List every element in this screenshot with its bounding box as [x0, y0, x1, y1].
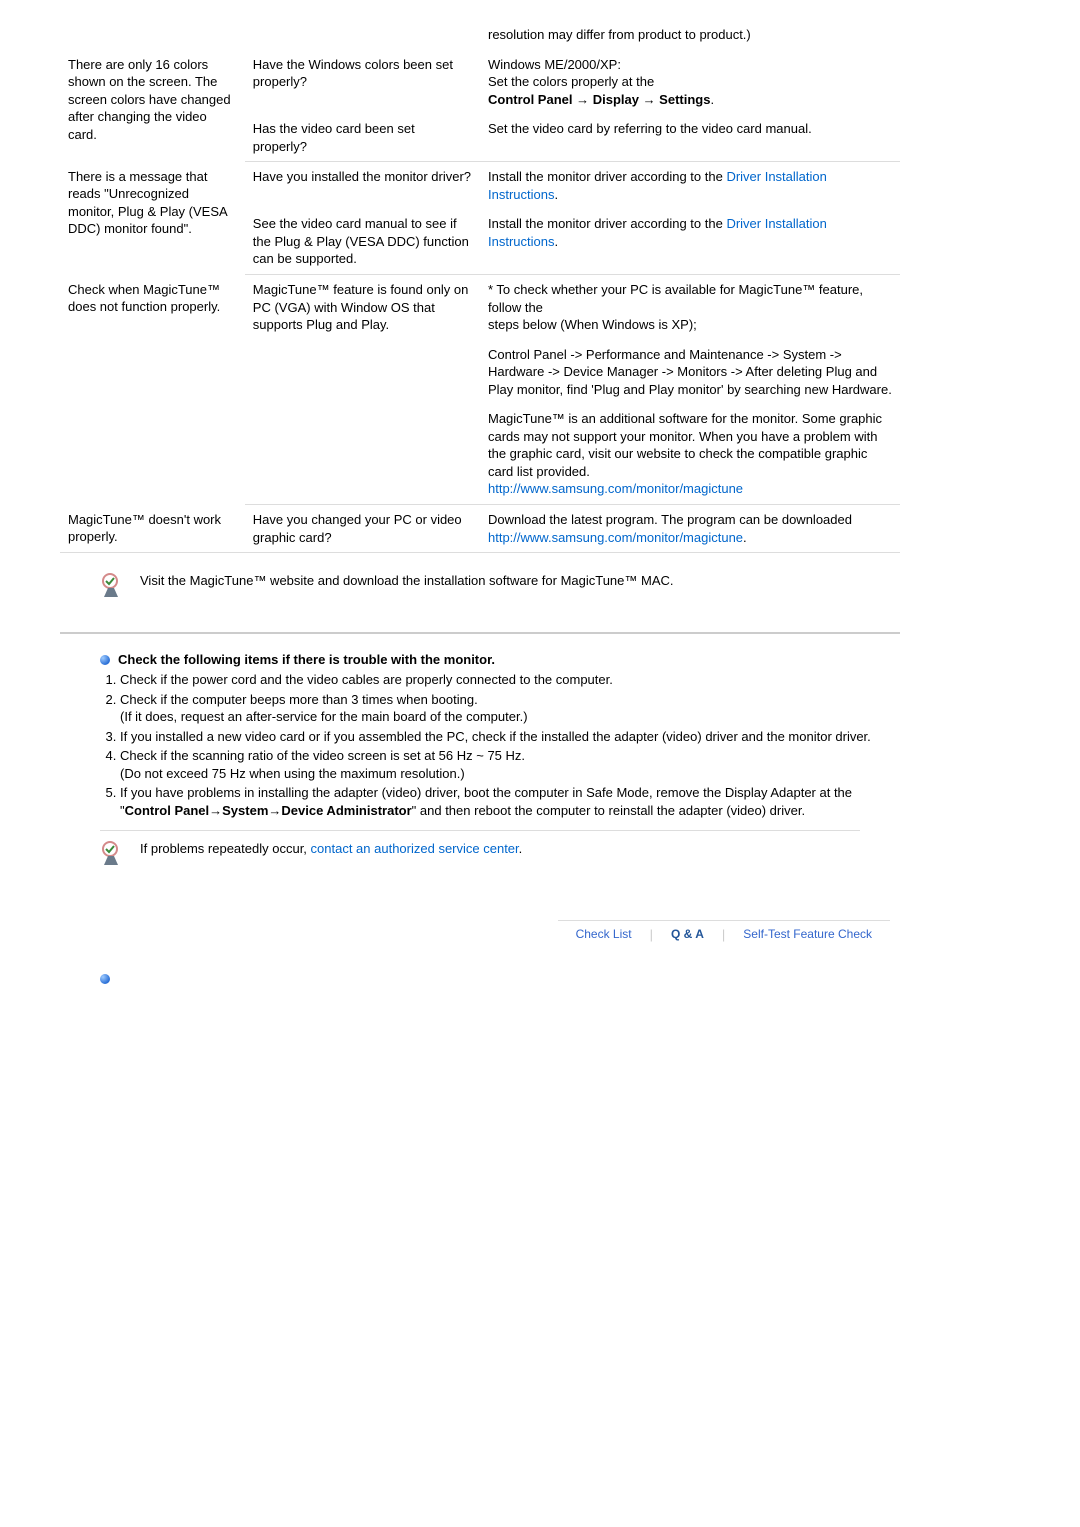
bullet-icon	[100, 655, 110, 665]
divider	[60, 632, 900, 634]
symptom-cell	[60, 20, 245, 50]
solution-cell: Windows ME/2000/XP: Set the colors prope…	[480, 50, 900, 115]
bullet-icon	[100, 974, 110, 984]
mac-note-text: Visit the MagicTune™ website and downloa…	[140, 573, 674, 588]
check-icon	[100, 841, 128, 872]
section-marker	[100, 972, 900, 987]
solution-cell: Download the latest program. The program…	[480, 505, 900, 553]
symptom-cell: There are only 16 colors shown on the sc…	[60, 50, 245, 162]
troubleshooting-table: resolution may differ from product to pr…	[60, 20, 900, 553]
tab-selftest[interactable]: Self-Test Feature Check	[725, 920, 890, 948]
check-cell: MagicTune™ feature is found only on PC (…	[245, 275, 480, 340]
solution-cell: Set the video card by referring to the v…	[480, 114, 900, 162]
solution-cell: Control Panel -> Performance and Mainten…	[480, 340, 900, 405]
check-header-text: Check the following items if there is tr…	[118, 652, 495, 667]
check-cell	[245, 404, 480, 504]
service-center-link[interactable]: contact an authorized service center	[311, 841, 519, 856]
symptom-cell: Check when MagicTune™ does not function …	[60, 275, 245, 505]
check-cell	[245, 340, 480, 405]
list-item: If you have problems in installing the a…	[120, 784, 900, 819]
list-item: If you installed a new video card or if …	[120, 728, 900, 746]
check-list: Check if the power cord and the video ca…	[120, 671, 900, 819]
check-cell: Have the Windows colors been set properl…	[245, 50, 480, 115]
solution-cell: Install the monitor driver according to …	[480, 209, 900, 274]
tab-qa[interactable]: Q & A	[653, 920, 722, 948]
check-cell: Have you installed the monitor driver?	[245, 162, 480, 210]
mac-note-row: Visit the MagicTune™ website and downloa…	[60, 563, 900, 622]
list-item: Check if the computer beeps more than 3 …	[120, 691, 900, 726]
solution-link[interactable]: http://www.samsung.com/monitor/magictune	[488, 530, 743, 545]
check-cell: Has the video card been set properly?	[245, 114, 480, 162]
symptom-cell: There is a message that reads "Unrecogni…	[60, 162, 245, 275]
repeat-prefix: If problems repeatedly occur,	[140, 841, 311, 856]
check-icon	[100, 573, 128, 604]
list-item: Check if the power cord and the video ca…	[120, 671, 900, 689]
tab-checklist[interactable]: Check List	[558, 920, 650, 948]
solution-cell: MagicTune™ is an additional software for…	[480, 404, 900, 504]
solution-cell: * To check whether your PC is available …	[480, 275, 900, 340]
footer-tabs: Check List | Q & A | Self-Test Feature C…	[60, 920, 900, 948]
solution-cell: resolution may differ from product to pr…	[480, 20, 900, 50]
check-cell: See the video card manual to see if the …	[245, 209, 480, 274]
repeat-suffix: .	[519, 841, 523, 856]
solution-link[interactable]: http://www.samsung.com/monitor/magictune	[488, 481, 743, 496]
repeat-note-row: If problems repeatedly occur, contact an…	[60, 841, 900, 890]
check-cell	[245, 20, 480, 50]
check-section-header: Check the following items if there is tr…	[100, 652, 900, 667]
solution-link[interactable]: Driver Installation Instructions	[488, 216, 827, 249]
solution-cell: Install the monitor driver according to …	[480, 162, 900, 210]
symptom-cell: MagicTune™ doesn't work properly.	[60, 505, 245, 553]
repeat-note-text: If problems repeatedly occur, contact an…	[140, 841, 522, 856]
solution-link[interactable]: Driver Installation Instructions	[488, 169, 827, 202]
list-item: Check if the scanning ratio of the video…	[120, 747, 900, 782]
check-cell: Have you changed your PC or video graphi…	[245, 505, 480, 553]
thin-divider	[100, 830, 860, 831]
